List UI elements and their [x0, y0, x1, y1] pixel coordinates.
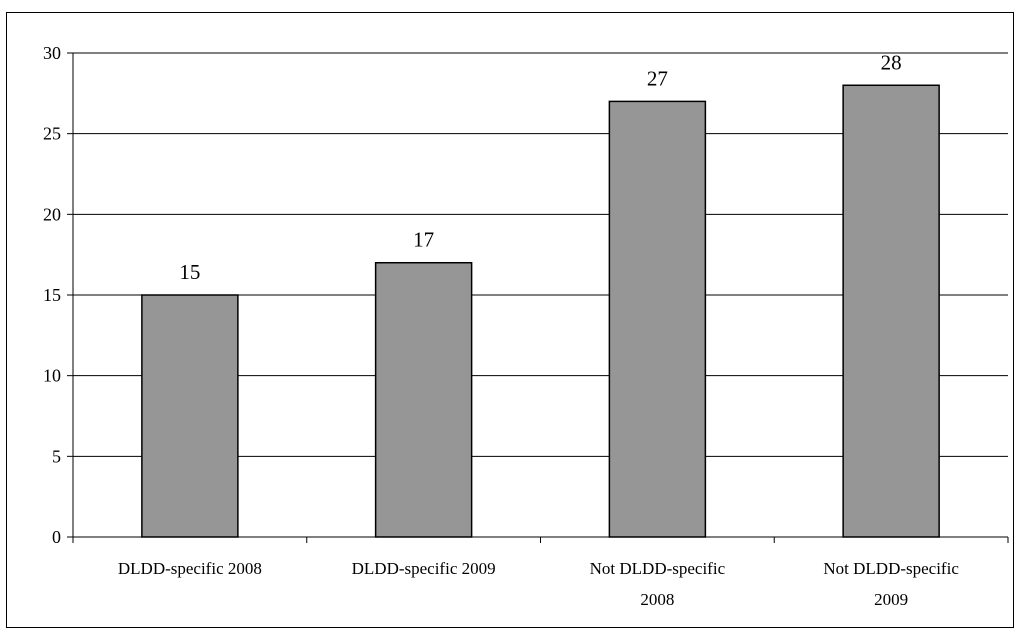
x-category-label: 2008 [640, 590, 674, 609]
data-label: 15 [179, 260, 200, 284]
bar [842, 84, 940, 538]
data-label: 27 [647, 66, 668, 90]
y-tick-label: 25 [43, 124, 61, 144]
y-tick-label: 20 [43, 204, 61, 224]
y-tick-label: 5 [52, 446, 61, 466]
x-category-label: Not DLDD-specific [590, 559, 726, 578]
x-category-label: DLDD-specific 2008 [118, 559, 262, 578]
data-label: 28 [881, 50, 902, 74]
y-tick-label: 10 [43, 366, 61, 386]
y-tick-label: 30 [43, 43, 61, 63]
x-category-label: DLDD-specific 2009 [352, 559, 496, 578]
bar [608, 100, 707, 538]
x-category-label: 2009 [874, 590, 908, 609]
bar [374, 261, 473, 538]
bar [141, 294, 239, 538]
data-label: 17 [413, 228, 434, 252]
x-category-label: Not DLDD-specific [823, 559, 959, 578]
y-tick-label: 15 [43, 285, 61, 305]
y-tick-label: 0 [52, 527, 61, 547]
